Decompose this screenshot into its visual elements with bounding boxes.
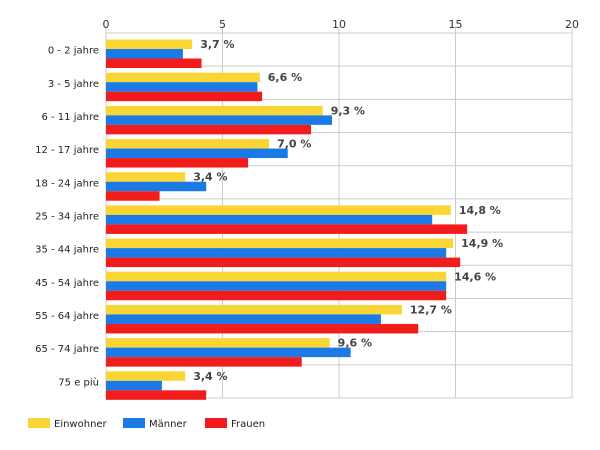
category-label: 75 e più: [58, 376, 99, 388]
legend-swatch-m-nner: [123, 418, 145, 428]
bar-einwohner: [106, 371, 186, 381]
legend-label-einwohner: Einwohner: [54, 419, 108, 430]
legend-label-frauen: Frauen: [231, 419, 265, 430]
bar-frauen: [106, 224, 468, 234]
legend-label-m-nner: Männer: [149, 419, 188, 430]
data-label: 12,7 %: [410, 303, 452, 316]
bar-m-nner: [106, 314, 381, 324]
bar-frauen: [106, 357, 302, 367]
data-labels: 3,7 % 6,6 % 9,3 % 7,0 % 3,4 % 14,8 % 14,9 % 14,…: [193, 38, 503, 383]
data-label: 14,9 %: [461, 237, 503, 250]
category-label: 45 - 54 jahre: [35, 278, 99, 289]
bar-m-nner: [106, 248, 447, 258]
bar-m-nner: [106, 380, 162, 391]
bar-m-nner: [106, 49, 183, 59]
bar-einwohner: [106, 105, 323, 116]
bar-einwohner: [106, 205, 451, 215]
bar-frauen: [106, 158, 249, 168]
category-label: 3 - 5 jahre: [48, 79, 99, 90]
category-label: 6 - 11 jahre: [41, 112, 99, 123]
bar-einwohner: [106, 338, 330, 348]
category-label: 65 - 74 jahre: [35, 344, 99, 355]
data-label: 7,0 %: [277, 138, 311, 151]
category-label: 12 - 17 jahre: [35, 145, 99, 156]
x-tick-label: 0: [103, 18, 110, 31]
category-label: 25 - 34 jahre: [35, 212, 99, 223]
data-label: 9,6 %: [338, 337, 372, 350]
bar-m-nner: [106, 181, 207, 192]
data-label: 14,8 %: [459, 204, 501, 217]
bar-einwohner: [106, 72, 260, 83]
legend-swatch-frauen: [205, 418, 227, 428]
bar-frauen: [106, 290, 447, 301]
bar-frauen: [106, 390, 207, 400]
x-tick-label: 10: [332, 18, 346, 31]
bar-frauen: [106, 124, 312, 135]
bar-frauen: [106, 91, 263, 102]
bar-m-nner: [106, 82, 258, 92]
x-axis-ticks: 0 5 10 15 20: [103, 18, 580, 31]
category-label: 35 - 44 jahre: [35, 245, 99, 256]
category-labels: 0 - 2 jahre 3 - 5 jahre 6 - 11 jahre 12 - 1…: [35, 46, 99, 389]
bar-einwohner: [106, 139, 270, 149]
data-label: 3,4 %: [193, 171, 227, 184]
legend: Einwohner Männer Frauen: [28, 418, 265, 430]
bar-einwohner: [106, 172, 186, 182]
category-label: 18 - 24 jahre: [35, 178, 99, 189]
x-tick-label: 15: [449, 18, 463, 31]
bar-m-nner: [106, 148, 288, 159]
data-label: 6,6 %: [268, 71, 302, 84]
bar-m-nner: [106, 214, 433, 225]
bar-einwohner: [106, 39, 193, 49]
category-label: 0 - 2 jahre: [48, 46, 99, 57]
data-label: 9,3 %: [331, 104, 365, 117]
bar-frauen: [106, 191, 160, 201]
bars: [106, 39, 468, 400]
x-tick-label: 20: [565, 18, 579, 31]
bar-frauen: [106, 323, 419, 334]
bar-m-nner: [106, 281, 447, 291]
x-tick-label: 5: [219, 18, 226, 31]
bar-m-nner: [106, 347, 351, 358]
bar-frauen: [106, 257, 461, 268]
data-label: 3,4 %: [193, 370, 227, 383]
bar-frauen: [106, 58, 202, 68]
data-label: 3,7 %: [200, 38, 234, 51]
category-label: 55 - 64 jahre: [35, 311, 99, 322]
bar-einwohner: [106, 304, 402, 315]
bar-einwohner: [106, 238, 454, 249]
legend-swatch-einwohner: [28, 418, 50, 428]
data-label: 14,6 %: [454, 270, 496, 283]
bar-m-nner: [106, 115, 333, 125]
bar-einwohner: [106, 271, 447, 282]
